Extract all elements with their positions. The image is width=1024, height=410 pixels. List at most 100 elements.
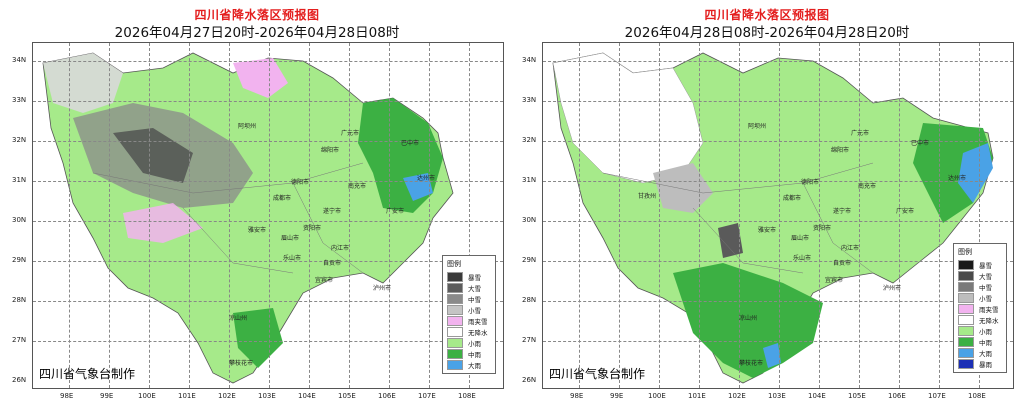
grid-line (469, 43, 470, 388)
city-label: 遂宁市 (833, 208, 852, 215)
city-label: 达州市 (948, 175, 967, 182)
grid-line (33, 101, 503, 102)
lon-label: 98E (60, 392, 74, 400)
legend-item: 中雪 (447, 293, 491, 304)
lon-label: 103E (768, 392, 786, 400)
forecast-period: 2026年04月28日08时-2026年04月28日20时 (624, 25, 910, 41)
sleet-zone (123, 203, 203, 243)
map-frame: 阿坝州 巴中市 广元市 绵阳市 达州市 德阳市 成都市 南充市 广安市 遂宁市 … (32, 42, 504, 389)
map-title: 四川省降水落区预报图 (704, 8, 830, 22)
lat-label: 26N (12, 376, 27, 384)
city-label: 宜宾市 (825, 277, 844, 284)
lon-label: 105E (338, 392, 356, 400)
lat-label: 33N (12, 96, 27, 104)
legend-item: 小雨 (958, 325, 1002, 336)
grid-line (33, 261, 503, 262)
precipitation-map (42, 52, 454, 384)
moderate-rain-zone (233, 308, 283, 368)
grid-line (269, 43, 270, 388)
city-label: 德阳市 (291, 179, 310, 186)
city-label: 巴中市 (911, 140, 930, 147)
lat-label: 29N (522, 256, 537, 264)
forecast-panel-2: 四川省降水落区预报图 2026年04月28日08时-2026年04月28日20时 (514, 0, 1020, 410)
legend-item: 大雨 (958, 347, 1002, 358)
lon-label: 108E (968, 392, 986, 400)
lon-label: 106E (888, 392, 906, 400)
city-label: 眉山市 (791, 235, 810, 242)
grid-line (543, 181, 1013, 182)
grid-line (579, 43, 580, 388)
lon-label: 104E (808, 392, 826, 400)
lat-label: 34N (12, 56, 27, 64)
grid-line (819, 43, 820, 388)
lon-label: 104E (298, 392, 316, 400)
grid-line (619, 43, 620, 388)
legend-item: 大雪 (447, 282, 491, 293)
city-label: 绵阳市 (831, 147, 850, 154)
precipitation-map (552, 52, 994, 384)
moderate-snow-zone (718, 223, 743, 258)
city-label: 德阳市 (801, 179, 820, 186)
lon-label: 100E (648, 392, 666, 400)
lon-label: 99E (100, 392, 114, 400)
lon-label: 102E (218, 392, 236, 400)
city-label: 南充市 (348, 183, 367, 190)
city-label: 雅安市 (248, 227, 267, 234)
city-label: 宜宾市 (315, 277, 334, 284)
city-label: 攀枝花市 (229, 360, 254, 367)
city-label: 广元市 (851, 130, 870, 137)
lat-label: 28N (522, 296, 537, 304)
city-label: 内江市 (841, 245, 860, 252)
lat-label: 33N (522, 96, 537, 104)
lon-label: 101E (178, 392, 196, 400)
city-label: 泸州市 (373, 285, 392, 292)
legend-item: 雨夹雪 (958, 303, 1002, 314)
lon-label: 101E (688, 392, 706, 400)
lon-label: 107E (418, 392, 436, 400)
city-label: 资阳市 (303, 225, 322, 232)
grid-line (349, 43, 350, 388)
lon-label: 107E (928, 392, 946, 400)
lon-label: 103E (258, 392, 276, 400)
heavy-rain-zone (763, 343, 781, 368)
grid-line (543, 301, 1013, 302)
grid-line (543, 61, 1013, 62)
lat-label: 27N (12, 336, 27, 344)
legend-item: 大雪 (958, 270, 1002, 281)
heavy-rain-zone (958, 143, 993, 203)
lon-label: 102E (728, 392, 746, 400)
grid-line (33, 341, 503, 342)
grid-line (429, 43, 430, 388)
forecast-period: 2026年04月27日20时-2026年04月28日08时 (114, 25, 400, 41)
grid-line (543, 101, 1013, 102)
city-label: 内江市 (331, 245, 350, 252)
city-label: 成都市 (273, 195, 292, 202)
grid-line (69, 43, 70, 388)
city-label: 凉山州 (229, 315, 248, 322)
grid-line (939, 43, 940, 388)
legend-item: 小雨 (447, 337, 491, 348)
grid-line (779, 43, 780, 388)
legend-item: 暴雪 (958, 259, 1002, 270)
map-legend: 图例 暴雪 大雪 中雪 小雪 雨夹雪 无降水 小雨 中雨 大雨 暴雨 (953, 243, 1007, 373)
lat-label: 31N (12, 176, 27, 184)
lon-label: 100E (138, 392, 156, 400)
city-label: 泸州市 (883, 285, 902, 292)
city-label: 达州市 (417, 175, 436, 182)
grid-line (859, 43, 860, 388)
lat-label: 30N (522, 216, 537, 224)
lon-label: 98E (570, 392, 584, 400)
grid-line (149, 43, 150, 388)
city-label: 绵阳市 (321, 147, 340, 154)
lat-label: 27N (522, 336, 537, 344)
legend-item: 无降水 (447, 326, 491, 337)
grid-line (33, 61, 503, 62)
lat-label: 30N (12, 216, 27, 224)
city-label: 凉山州 (739, 315, 758, 322)
lat-label: 29N (12, 256, 27, 264)
grid-line (739, 43, 740, 388)
credit-text: 四川省气象台制作 (39, 367, 136, 381)
city-label: 乐山市 (283, 255, 302, 262)
grid-line (543, 341, 1013, 342)
lon-label: 105E (848, 392, 866, 400)
